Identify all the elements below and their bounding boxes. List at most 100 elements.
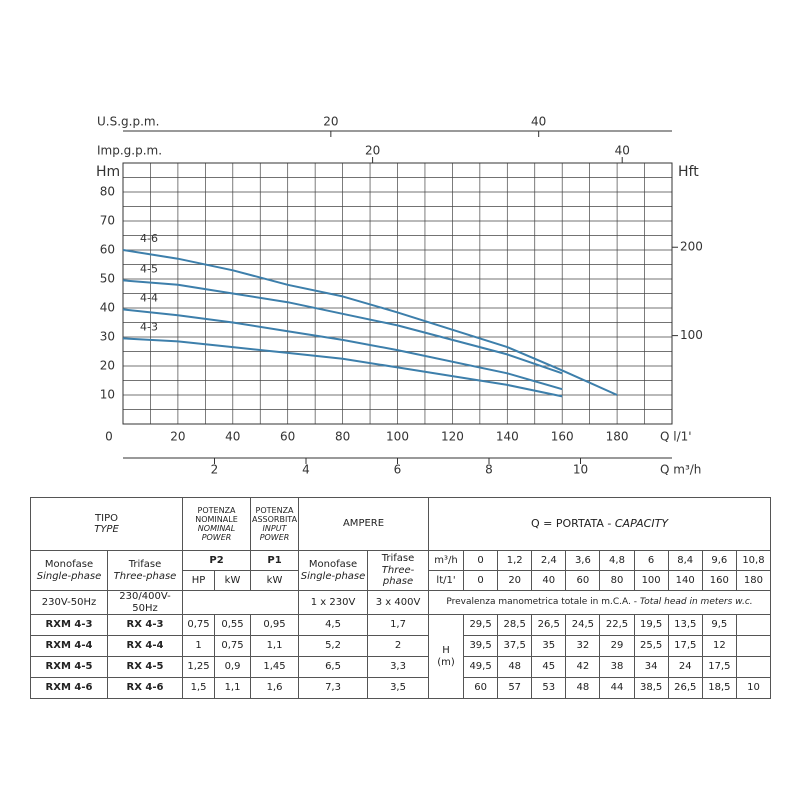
- cell: 57: [497, 677, 533, 699]
- cell: Q = PORTATA - CAPACITY: [428, 497, 771, 551]
- axis-tick-label: 6: [394, 463, 402, 477]
- cell: 60: [565, 570, 601, 591]
- cell: 19,5: [633, 614, 669, 636]
- cell: POTENZA ASSORBITA INPUT POWER: [250, 497, 300, 551]
- pump-curve: [122, 337, 563, 398]
- axis-tick-label: 40: [531, 115, 546, 129]
- curve-label: 4-5: [140, 262, 158, 275]
- cell: 0: [463, 550, 499, 571]
- y-tick-label: 60: [100, 243, 115, 257]
- axis-label: U.S.g.p.m.: [97, 115, 159, 129]
- header-text: INPUT POWER: [259, 524, 290, 543]
- cell: 2,4: [531, 550, 567, 571]
- cell: [735, 656, 772, 678]
- cell: 24,5: [565, 614, 601, 636]
- cell: 8,4: [667, 550, 703, 571]
- axis-tick-label: 40: [615, 144, 630, 158]
- cell: 44: [599, 677, 635, 699]
- cell: 1,6: [250, 677, 300, 699]
- cell: RXM 4-6: [30, 677, 108, 699]
- cell: 40: [531, 570, 567, 591]
- curve-label: 4-6: [140, 232, 158, 245]
- cell: P2: [182, 550, 252, 571]
- axis-label: Imp.g.p.m.: [97, 144, 162, 158]
- cell: 5,2: [298, 635, 369, 657]
- cell: POTENZA NOMINALE NOMINAL POWER: [182, 497, 252, 551]
- header-text: Trifase: [381, 553, 415, 565]
- cell: RXM 4-5: [30, 656, 108, 678]
- x-tick-label: 180: [606, 430, 629, 444]
- cell: 39,5: [463, 635, 499, 657]
- cell: RX 4-3: [106, 614, 184, 636]
- cell: 1,2: [497, 550, 533, 571]
- cell: 1,7: [367, 614, 430, 636]
- cell: 7,3: [298, 677, 369, 699]
- cell: kW: [250, 570, 300, 591]
- cell: 1,1: [214, 677, 252, 699]
- cell: 53: [531, 677, 567, 699]
- y-tick-label: 10: [100, 388, 115, 402]
- cell: Monofase Single-phase: [30, 550, 108, 591]
- cell: RXM 4-3: [30, 614, 108, 636]
- cell: Trifase Three-phase: [106, 550, 184, 591]
- cell: 38: [599, 656, 635, 678]
- cell: 160: [701, 570, 737, 591]
- cell: 37,5: [497, 635, 533, 657]
- y2-tick-label: 100: [680, 328, 703, 342]
- cell: 2: [367, 635, 430, 657]
- cell: 4,5: [298, 614, 369, 636]
- header-text: Three-phase: [113, 570, 177, 582]
- curve-label: 4-3: [140, 320, 158, 333]
- cell: P1: [250, 550, 300, 571]
- table-row: RXM 4-3 RX 4-3 0,75 0,55 0,95 4,5 1,7 H (m) 29,5 2…: [30, 614, 772, 699]
- x-tick-label: 120: [441, 430, 464, 444]
- header-text: (m): [437, 656, 455, 668]
- x-tick-label: 100: [386, 430, 409, 444]
- header-text: Total head in meters w.c.: [639, 597, 753, 608]
- cell: 0,55: [214, 614, 252, 636]
- cell: 230V-50Hz: [30, 590, 108, 615]
- cell: RX 4-4: [106, 635, 184, 657]
- cell: 17,5: [667, 635, 703, 657]
- cell: 22,5: [599, 614, 635, 636]
- axis-tick-label: 4: [302, 463, 310, 477]
- cell: HP: [182, 570, 216, 591]
- cell: kW: [214, 570, 252, 591]
- cell: Monofase Single-phase: [298, 550, 369, 591]
- cell: 4,8: [599, 550, 635, 571]
- cell: 0,75: [214, 635, 252, 657]
- x-tick-label: 140: [496, 430, 519, 444]
- y-tick-label: 20: [100, 359, 115, 373]
- cell: 3,5: [367, 677, 430, 699]
- cell: 48: [497, 656, 533, 678]
- cell: 1,1: [250, 635, 300, 657]
- header-text: Q = PORTATA -: [530, 516, 615, 530]
- y-axis-label: Hm: [96, 164, 120, 180]
- cell: 9,6: [701, 550, 737, 571]
- axis-label: Q m³/h: [660, 463, 701, 477]
- cell: RXM 4-4: [30, 635, 108, 657]
- table-row: RXM 4-4 RX 4-4 1 0,75 1,1 5,2 2 39,5 37,5 35 32 29 2…: [30, 635, 772, 657]
- header-text: H: [442, 645, 450, 656]
- cell: 230/400V-50Hz: [106, 590, 184, 615]
- header-text: CAPACITY: [614, 516, 669, 530]
- cell: 10: [735, 677, 772, 699]
- cell: 48: [565, 677, 601, 699]
- chart: 0 20 40 60 80 100 120 140 160 180 Q l/1' 10 20 30 40 50…: [96, 115, 703, 477]
- cell: 9,5: [701, 614, 737, 636]
- pump-curve: [122, 279, 563, 375]
- cell: 35: [531, 635, 567, 657]
- cell: 1,5: [182, 677, 216, 699]
- x-tick-label: 0: [105, 430, 113, 444]
- curve-label: 4-4: [140, 291, 158, 304]
- cell: Prevalenza manometrica totale in m.C.A. …: [428, 590, 771, 615]
- cell: 0,95: [250, 614, 300, 636]
- cell: 29,5: [463, 614, 499, 636]
- x-tick-label: 80: [335, 430, 350, 444]
- header-text: Three-phase: [381, 564, 415, 588]
- header-text: AMPERE: [342, 518, 385, 530]
- table-row: RXM 4-5 RX 4-5 1,25 0,9 1,45 6,5 3,3 49,5 48 45 42…: [30, 656, 772, 678]
- cell: 26,5: [667, 677, 703, 699]
- cell: [735, 614, 772, 636]
